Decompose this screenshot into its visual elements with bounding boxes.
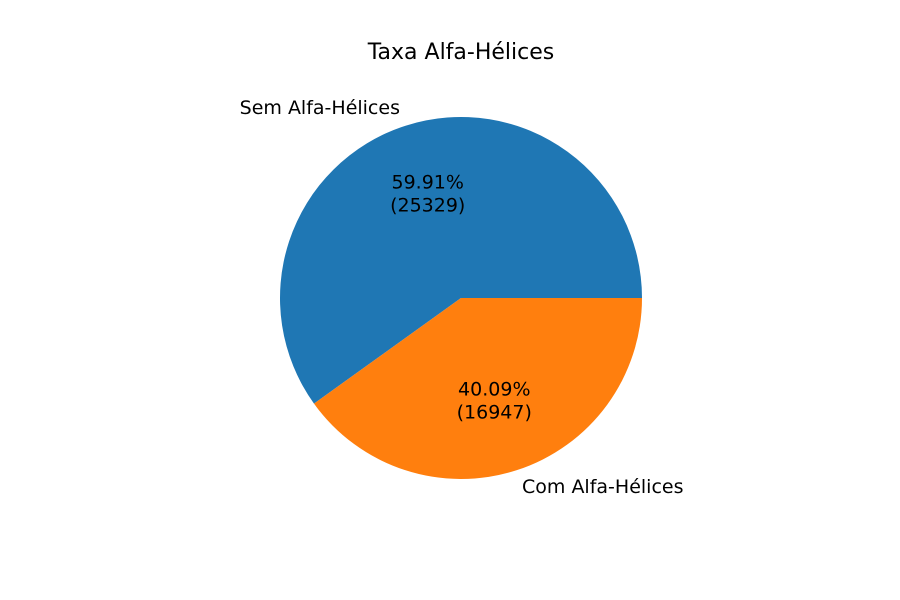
slice-category-label: Com Alfa-Hélices <box>522 476 683 498</box>
pie-slice-com-alfa-helices <box>313 298 642 480</box>
slice-count-label: (25329) <box>390 195 465 217</box>
slice-category-label: Sem Alfa-Hélices <box>240 97 400 119</box>
pie-slice-sem-alfa-helices <box>280 117 642 404</box>
slice-count-label: (16947) <box>457 401 532 423</box>
chart-title: Taxa Alfa-Hélices <box>367 40 555 65</box>
pie-labels: Sem Alfa-Hélices 59.91%(25329) Com Alfa-Hé… <box>240 97 684 498</box>
slice-percent-label: 59.91% <box>391 172 463 194</box>
slice-percent-label: 40.09% <box>458 378 530 400</box>
pie-slices <box>280 117 642 480</box>
